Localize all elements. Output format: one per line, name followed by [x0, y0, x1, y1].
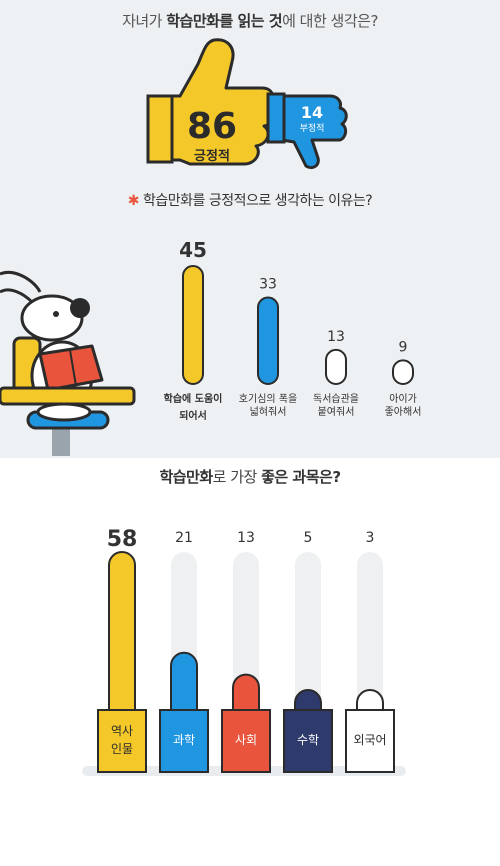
thumbs-graphic: 86 긍정적 14 부정적 — [146, 38, 348, 170]
reason-bar-2 — [325, 348, 347, 385]
reason-label-2-1: 붙여줘서 — [318, 406, 355, 418]
subject-label-0-1: 인물 — [111, 742, 133, 756]
reason-bar-0 — [182, 265, 204, 385]
reason-label-0-0: 학습에 도움이 — [164, 392, 223, 405]
subject-label-4-0: 외국어 — [353, 733, 386, 747]
reason-value-2: 13 — [327, 329, 345, 345]
question-1-title: 자녀가 학습만화를 읽는 것에 대한 생각은? — [0, 10, 500, 31]
rabbit-reading-illustration — [0, 271, 136, 456]
subject-value-2: 13 — [237, 530, 255, 546]
subject-bar-0 — [108, 551, 136, 723]
q3-part-2: 로 가장 — [212, 468, 262, 486]
subject-value-1: 21 — [175, 530, 193, 546]
thumbs-down-icon — [266, 92, 348, 170]
positive-label: 긍정적 — [194, 148, 230, 164]
subject-label-1-0: 과학 — [173, 733, 195, 747]
reason-value-1: 33 — [259, 276, 277, 292]
subject-label-3-0: 수학 — [297, 733, 319, 747]
subject-value-3: 5 — [304, 530, 313, 546]
q1-part-2: 학습만화를 읽는 것 — [166, 12, 283, 30]
subject-box-1 — [159, 709, 209, 773]
subject-box-4 — [345, 709, 395, 773]
subject-value-4: 3 — [366, 530, 375, 546]
reason-bar-3 — [392, 359, 414, 385]
subject-label-0-0: 역사 — [111, 724, 133, 738]
q3-part-3: 좋은 과목은? — [261, 468, 341, 486]
subject-track-4 — [357, 552, 383, 720]
reason-label-0-1: 되어서 — [179, 409, 207, 422]
subject-box-3 — [283, 709, 333, 773]
asterisk-icon: ✱ — [127, 193, 140, 209]
q1-part-1: 자녀가 — [122, 12, 167, 30]
q1-part-3: 에 대한 생각은? — [282, 12, 378, 30]
reason-bar-1 — [257, 296, 279, 386]
subject-box-2 — [221, 709, 271, 773]
negative-label: 부정적 — [300, 122, 325, 134]
q3-part-1: 학습만화 — [159, 468, 213, 486]
subject-label-2-0: 사회 — [235, 733, 257, 747]
question-2-title: ✱ 학습만화를 긍정적으로 생각하는 이유는? — [0, 190, 500, 210]
subject-track-3 — [295, 552, 321, 720]
subject-value-0: 58 — [107, 527, 138, 552]
reason-value-3: 9 — [399, 339, 408, 355]
reason-label-2-0: 독서습관을 — [313, 393, 359, 405]
reason-label-1-0: 호기심의 폭을 — [239, 393, 297, 405]
reason-label-3-1: 좋아해서 — [385, 405, 422, 418]
q2-text: 학습만화를 긍정적으로 생각하는 이유는? — [142, 193, 373, 209]
positive-value: 86 — [187, 106, 237, 147]
reason-label-3-0: 아이가 — [389, 393, 417, 405]
reason-label-1-1: 넓혀줘서 — [250, 406, 287, 418]
reason-value-0: 45 — [179, 238, 207, 262]
subject-box-0 — [97, 709, 147, 773]
negative-value: 14 — [301, 103, 323, 122]
question-3-title: 학습만화로 가장 좋은 과목은? — [0, 466, 500, 487]
